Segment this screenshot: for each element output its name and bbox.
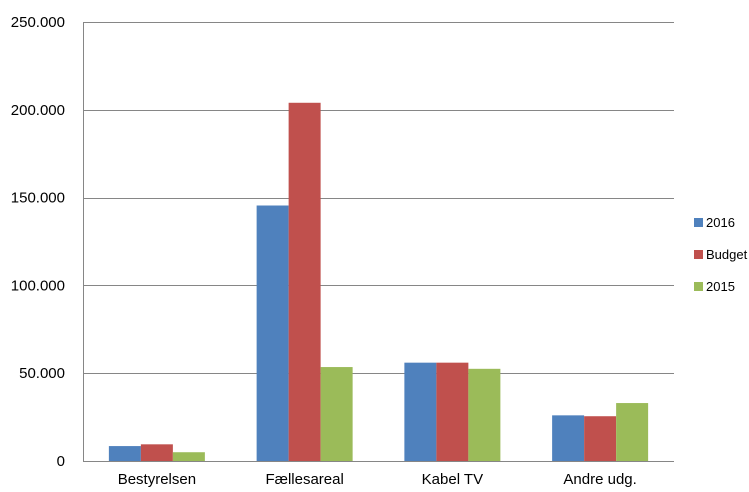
gridlines: [83, 22, 674, 374]
legend-swatch: [694, 218, 703, 227]
legend-label: 2016: [706, 215, 735, 230]
legend: 2016 Budget 2015: [694, 215, 748, 294]
bars: [108, 102, 649, 461]
y-tick-label: 200.000: [11, 102, 65, 119]
legend-swatch: [694, 282, 703, 291]
legend-label: 2015: [706, 279, 735, 294]
y-tick-label: 150.000: [11, 190, 65, 207]
legend-label: Budget: [706, 247, 748, 262]
category-labels: Bestyrelsen Fællesareal Kabel TV Andre udg.: [118, 471, 637, 488]
axes: [83, 22, 674, 462]
y-tick-label: 250.000: [11, 14, 65, 31]
category-label: Andre udg.: [563, 471, 636, 488]
category-label: Bestyrelsen: [118, 471, 196, 488]
y-tick-labels: 0 50.000 100.000 150.000 200.000 250.000: [11, 14, 65, 470]
bar-2015-3: [468, 368, 501, 461]
bar-2016-3: [404, 362, 437, 461]
bar-budget-1: [140, 444, 173, 461]
bar-2016-4: [552, 415, 585, 461]
y-tick-label: 50.000: [19, 365, 65, 382]
bar-2015-4: [616, 403, 649, 461]
bar-2016-2: [256, 205, 289, 461]
bar-2015-2: [320, 367, 353, 461]
category-label: Kabel TV: [422, 471, 483, 488]
bar-budget-3: [436, 362, 469, 461]
bar-budget-2: [288, 102, 321, 461]
y-tick-label: 0: [57, 453, 65, 470]
category-label: Fællesareal: [265, 471, 343, 488]
bar-2016-1: [108, 446, 141, 461]
bar-2015-1: [172, 452, 205, 461]
y-tick-label: 100.000: [11, 277, 65, 294]
bar-budget-4: [584, 416, 617, 461]
legend-swatch: [694, 250, 703, 259]
